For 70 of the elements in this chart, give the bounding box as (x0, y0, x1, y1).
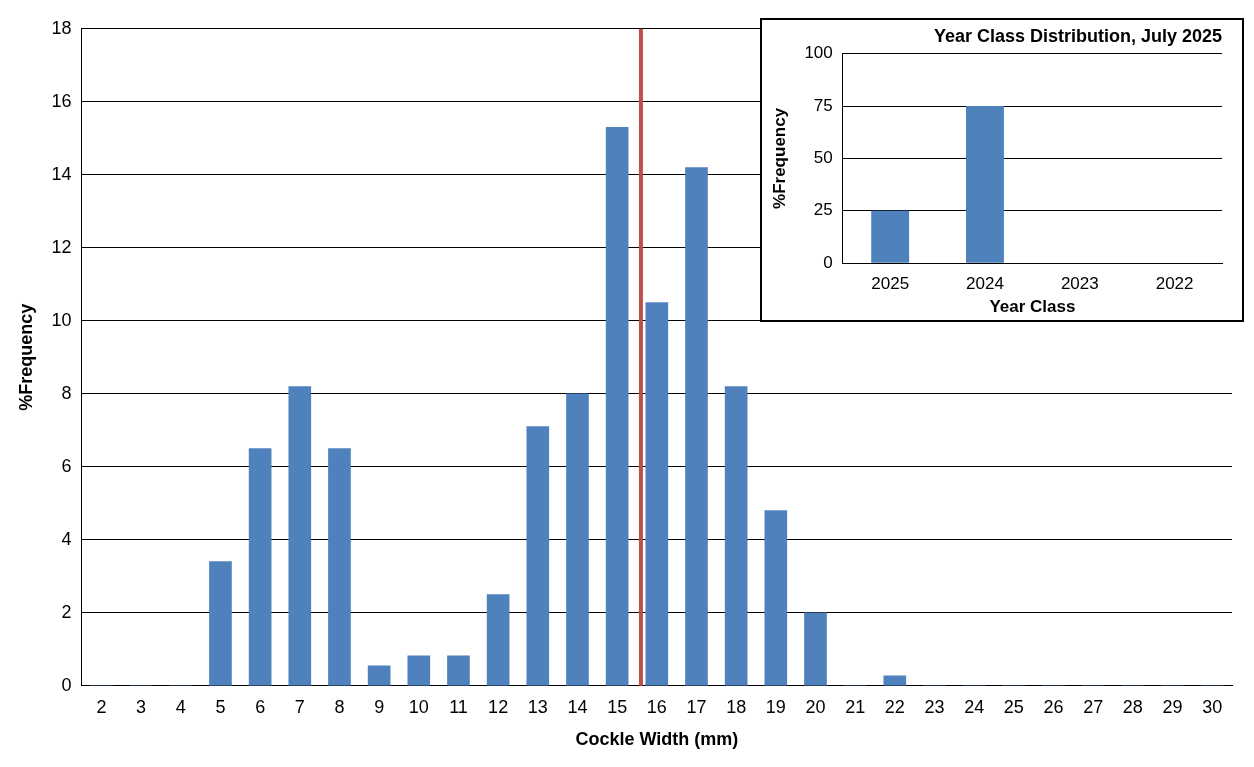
x-tick-label: 24 (964, 696, 985, 717)
x-tick-label: 6 (255, 696, 266, 717)
x-axis-title: Cockle Width (mm) (575, 729, 739, 750)
bar (526, 426, 550, 686)
bar (883, 675, 907, 686)
x-tick-label: 14 (567, 696, 588, 717)
x-tick-label: 3 (136, 696, 147, 717)
x-tick-label: 11 (449, 696, 468, 717)
chart-title: Year Class Distribution, July 2025 (933, 25, 1222, 46)
x-tick-label: 2 (96, 696, 107, 717)
x-tick-label: 21 (845, 696, 866, 717)
y-tick-label: 25 (813, 200, 833, 220)
bar (685, 167, 708, 686)
x-tick-label: 2025 (871, 274, 910, 294)
x-tick-label: 7 (294, 696, 305, 717)
bar (486, 594, 510, 686)
x-tick-label: 5 (215, 696, 226, 717)
bar (804, 612, 827, 686)
bar (367, 665, 391, 686)
y-tick-label: 18 (51, 17, 72, 38)
bar (447, 655, 470, 686)
x-tick-label: 4 (175, 696, 186, 717)
x-tick-label: 27 (1083, 696, 1104, 717)
bar (566, 393, 589, 686)
bar (724, 386, 748, 686)
y-tick-label: 10 (51, 309, 72, 330)
y-tick-label: 6 (61, 455, 72, 476)
x-tick-label: 2024 (966, 274, 1004, 294)
y-axis-title: %Frequency (769, 107, 789, 209)
y-tick-label: 75 (813, 95, 833, 115)
y-tick-label: 12 (51, 236, 72, 257)
bar (605, 127, 629, 686)
x-tick-label: 26 (1043, 696, 1064, 717)
y-tick-label: 50 (813, 148, 833, 168)
x-tick-label: 20 (805, 696, 826, 717)
x-tick-label: 22 (884, 696, 905, 717)
x-tick-label: 18 (726, 696, 747, 717)
x-tick-label: 30 (1202, 696, 1223, 717)
y-tick-label: 2 (61, 601, 72, 622)
bar (328, 448, 351, 686)
bar (288, 386, 312, 686)
x-tick-label: 25 (1003, 696, 1024, 717)
x-tick-label: 16 (646, 696, 667, 717)
y-tick-label: 16 (51, 90, 72, 111)
y-tick-label: 100 (804, 43, 833, 63)
x-tick-label: 13 (527, 696, 548, 717)
x-tick-label: 9 (374, 696, 385, 717)
x-tick-label: 2022 (1155, 274, 1194, 294)
x-axis-title: Year Class (989, 297, 1076, 317)
x-tick-label: 28 (1122, 696, 1143, 717)
x-tick-label: 29 (1162, 696, 1183, 717)
x-tick-label: 17 (686, 696, 707, 717)
y-tick-label: 0 (61, 674, 72, 695)
bar (645, 302, 669, 686)
bar (209, 561, 232, 686)
x-tick-label: 12 (488, 696, 509, 717)
bar (248, 448, 272, 686)
x-tick-label: 19 (765, 696, 786, 717)
bar (764, 510, 788, 686)
x-tick-label: 8 (334, 696, 345, 717)
x-tick-label: 10 (408, 696, 429, 717)
y-tick-label: 14 (51, 163, 72, 184)
x-tick-label: 23 (924, 696, 945, 717)
x-tick-label: 2023 (1060, 274, 1099, 294)
y-tick-label: 8 (61, 382, 72, 403)
y-tick-label: 0 (823, 252, 833, 272)
y-tick-label: 4 (61, 528, 72, 549)
bar (407, 655, 431, 686)
y-axis-title: %Frequency (15, 303, 36, 411)
x-tick-label: 15 (607, 696, 628, 717)
